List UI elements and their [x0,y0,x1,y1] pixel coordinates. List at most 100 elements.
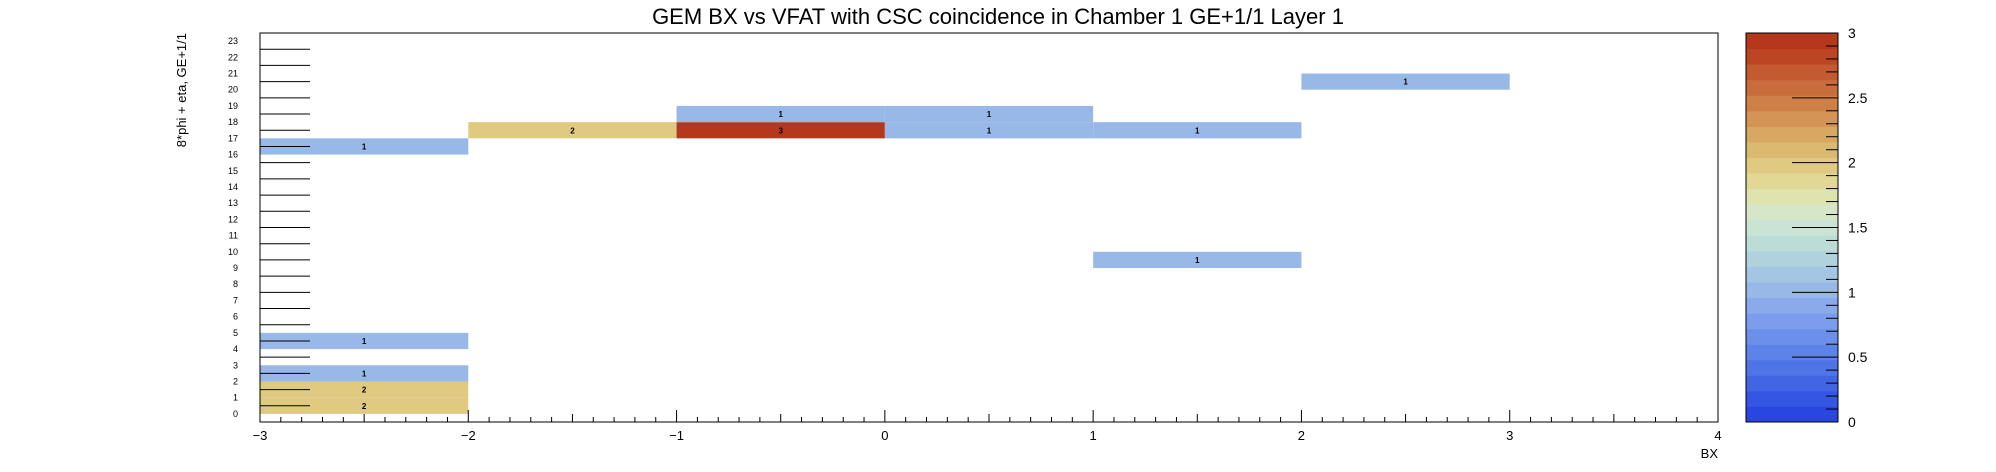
plot-frame [259,32,1719,423]
y-tick-label: 17 [228,133,238,143]
y-tick-label: 3 [233,360,238,370]
cell-value-label: 1 [362,142,367,151]
color-scale-segment [1746,344,1838,361]
color-scale-segment [1746,141,1838,158]
y-tick-label: 22 [228,52,238,62]
color-scale-segment [1746,33,1838,50]
color-scale-tick-label: 1 [1848,284,1856,300]
y-tick-label: 2 [233,376,238,386]
heatmap-cell [676,122,885,139]
color-scale-segment [1746,64,1838,81]
color-scale-segment [1746,250,1838,267]
color-scale-segment [1746,188,1838,205]
heatmap-cell [260,365,469,382]
color-scale-segment [1746,359,1838,376]
y-bin-markers [260,48,310,407]
color-scale-tick-label: 0.5 [1848,349,1868,365]
color-scale-segment [1746,48,1838,65]
y-tick-label: 6 [233,312,238,322]
chart-title: GEM BX vs VFAT with CSC coincidence in C… [652,4,1344,29]
color-scale-segment [1746,79,1838,96]
cell-value-label: 1 [1403,78,1408,87]
y-axis-label: 8*phi + eta, GE+1/1 [174,33,189,147]
y-tick-label: 21 [228,69,238,79]
color-scale-segment [1746,157,1838,174]
color-scale-bar [1745,32,1839,423]
x-tick-label: −3 [253,428,268,443]
cell-value-label: 3 [778,126,783,135]
color-scale-segment [1746,328,1838,345]
y-tick-label: 18 [228,117,238,127]
cell-value-label: 1 [987,110,992,119]
heatmap-cell [468,122,677,139]
y-tick-label: 20 [228,85,238,95]
color-scale-segment [1746,375,1838,392]
y-tick-label: 16 [228,150,238,160]
cell-value-label: 1 [1195,256,1200,265]
y-tick-label: 13 [228,198,238,208]
color-scale-segment [1746,235,1838,252]
y-tick-label: 11 [229,231,238,241]
y-tick-label: 0 [233,409,238,419]
color-scale-segment [1746,126,1838,143]
cell-value-label: 1 [1195,126,1200,135]
y-tick-label: 12 [228,214,238,224]
color-scale-tick-label: 0 [1848,414,1856,430]
color-scale-segment [1746,110,1838,127]
color-scale-tick-label: 2 [1848,155,1856,171]
color-scale-segment [1746,173,1838,190]
x-tick-label: 0 [881,428,888,443]
heatmap-cell [884,105,1094,123]
color-scale-segment [1746,297,1838,314]
y-tick-label: 14 [228,182,238,192]
color-scale-ticks: 0 0.5 1 1.5 2 2.5 3 [1792,25,1868,430]
heatmap-cells: 2 2 1 1 1 2 3 1 1 1 1 1 1 [260,73,1510,414]
x-tick-label: 3 [1506,428,1513,443]
color-scale-segment [1746,281,1838,299]
y-tick-label: 9 [233,263,238,273]
x-tick-label: 4 [1714,428,1721,443]
color-scale-segment [1746,266,1838,283]
y-tick-label: 8 [233,279,238,289]
heatmap-cell [1301,73,1510,90]
color-scale-tick-label: 1.5 [1848,220,1868,236]
x-tick-label: −1 [669,428,684,443]
x-axis-ticks: −3 −2 −1 0 1 2 3 4 [253,410,1722,443]
x-axis-label: BX [1701,446,1719,461]
heatmap-cell [260,381,469,398]
cell-value-label: 2 [362,402,367,411]
y-tick-label: 19 [228,101,238,111]
x-tick-label: 1 [1090,428,1097,443]
heatmap-cell [1093,251,1302,269]
color-scale-segment [1746,406,1838,423]
cell-value-label: 2 [362,386,367,395]
cell-value-label: 1 [362,337,367,346]
heatmap-cell [260,397,469,414]
heatmap-cell [884,122,1094,139]
color-scale-tick-label: 3 [1848,25,1856,41]
cell-value-label: 1 [362,369,367,378]
cell-value-label: 2 [570,126,575,135]
x-tick-label: 2 [1298,428,1305,443]
color-scale-segment [1746,95,1838,112]
heatmap-cell [260,332,469,350]
y-tick-label: 5 [233,328,238,338]
y-tick-label: 7 [233,295,238,305]
heatmap-cell [1093,122,1302,139]
color-scale-tick-label: 2.5 [1848,90,1868,106]
y-tick-label: 23 [228,36,238,46]
x-tick-label: −2 [461,428,476,443]
heatmap-cell [260,138,469,155]
y-tick-label: 10 [228,247,238,257]
color-scale-segment [1746,313,1838,330]
y-tick-label: 15 [228,166,238,176]
color-scale-segment [1746,204,1838,221]
cell-value-label: 1 [778,110,783,119]
color-scale-segment [1746,390,1838,407]
cell-value-label: 1 [987,126,992,135]
y-tick-label: 1 [233,393,238,403]
heatmap-cell [676,105,885,123]
y-tick-label: 4 [233,344,238,354]
